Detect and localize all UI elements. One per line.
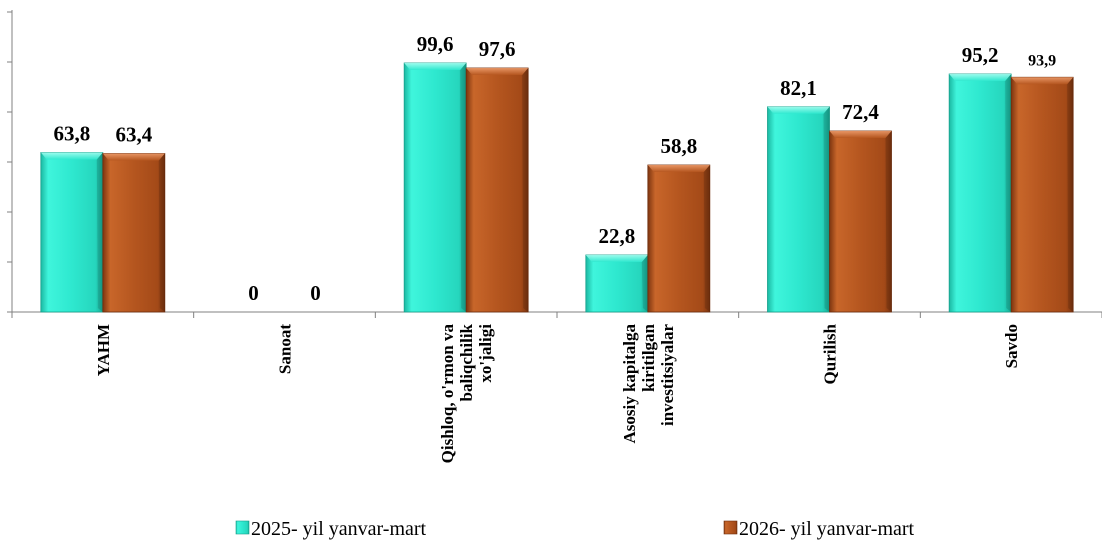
bar-s1-c5 <box>767 106 830 313</box>
category-label-1: YAHM <box>94 324 113 376</box>
legend-swatch-1 <box>235 520 250 535</box>
bar-bevel-s2-c5 <box>885 131 892 312</box>
bar-cap-s2-c5 <box>829 131 892 138</box>
category-label-line: Qishloq, o'rmon va <box>438 324 457 464</box>
category-label-line: Asosiy kapitalga <box>620 324 639 444</box>
category-labels: YAHM Sanoat Qishloq, o'rmon va baliqchilik x… <box>94 323 1021 463</box>
legend-swatch-2 <box>723 520 738 535</box>
bar-cap-s1-c3 <box>404 63 467 70</box>
bar-s2-c6 <box>1010 76 1074 313</box>
category-label-line: baliqchilik <box>457 323 476 401</box>
category-label-line: Savdo <box>1002 324 1021 368</box>
bar-cap-s2-c6 <box>1011 77 1074 85</box>
category-label-2: Sanoat <box>276 324 295 374</box>
bar-s1-c6 <box>948 73 1012 313</box>
bar-cap-s1-c5 <box>767 106 830 114</box>
category-label-6: Savdo <box>1002 324 1021 368</box>
bar-bevel-s1-c3 <box>460 63 467 312</box>
bar-s1-c4 <box>585 254 649 313</box>
value-label-s2-c3: 97,6 <box>479 37 516 61</box>
bar-cap-s2-c3 <box>466 68 529 75</box>
category-label-line: Qurilish <box>821 323 840 384</box>
value-label-s1-c6: 95,2 <box>962 43 999 67</box>
bar-cap-s2-c1 <box>102 153 165 161</box>
bar-s2-c4 <box>647 164 711 313</box>
legend-label-2: 2026- yil yanvar-mart <box>739 518 915 540</box>
bars <box>40 62 1074 313</box>
value-label-s2-c1: 63,4 <box>115 123 152 147</box>
bar-s2-c5 <box>829 130 892 313</box>
bar-bevel-s2-c4 <box>703 165 710 312</box>
category-label-line: Sanoat <box>276 324 295 374</box>
bar-cap-s1-c1 <box>40 152 103 160</box>
bar-s2-c3 <box>465 67 529 313</box>
category-label-3: Qishloq, o'rmon va baliqchilik xo'jaligi <box>438 323 495 463</box>
value-label-s2-c2: 0 <box>310 281 321 305</box>
bar-bevel-s2-c6 <box>1067 77 1074 312</box>
bar-bevel-s2-c3 <box>522 68 529 312</box>
category-label-line: investitsiyalar <box>658 324 677 426</box>
value-label-s1-c2: 0 <box>248 281 259 305</box>
value-labels: 63,8 63,4 0 0 99,6 97,6 22,8 58,8 82,1 72,4 95,2 93… <box>53 32 1056 305</box>
value-label-s2-c5: 72,4 <box>842 100 879 124</box>
legend-label-1: 2025- yil yanvar-mart <box>251 518 427 540</box>
category-label-line: YAHM <box>94 324 113 376</box>
bar-s1-c1 <box>40 152 104 313</box>
bar-s2-c1 <box>102 153 166 313</box>
category-label-line: xo'jaligi <box>476 324 495 383</box>
category-label-5: Qurilish <box>821 323 840 384</box>
bar-cap-s1-c6 <box>949 74 1012 81</box>
bar-bevel-s1-c6 <box>1005 74 1012 312</box>
bar-s1-c3 <box>403 62 467 313</box>
axes <box>7 10 1102 318</box>
value-label-s1-c4: 22,8 <box>598 224 635 248</box>
value-label-s2-c4: 58,8 <box>660 134 697 158</box>
bar-cap-s1-c4 <box>585 255 648 262</box>
value-label-s1-c3: 99,6 <box>417 32 454 56</box>
bar-bevel-s1-c1 <box>96 152 103 312</box>
bar-bevel-s2-c1 <box>158 153 165 312</box>
value-label-s2-c6: 93,9 <box>1028 52 1056 69</box>
category-label-line: kiritilgan <box>639 323 658 392</box>
legend: 2025- yil yanvar-mart 2026- yil yanvar-ma… <box>235 518 915 540</box>
category-label-4: Asosiy kapitalga kiritilgan investitsiyala… <box>620 323 677 443</box>
value-label-s1-c5: 82,1 <box>780 76 817 100</box>
bar-bevel-s1-c4 <box>641 255 648 312</box>
bar-cap-s2-c4 <box>647 165 710 172</box>
bar-bevel-s1-c5 <box>823 106 830 312</box>
value-label-s1-c1: 63,8 <box>53 122 90 146</box>
